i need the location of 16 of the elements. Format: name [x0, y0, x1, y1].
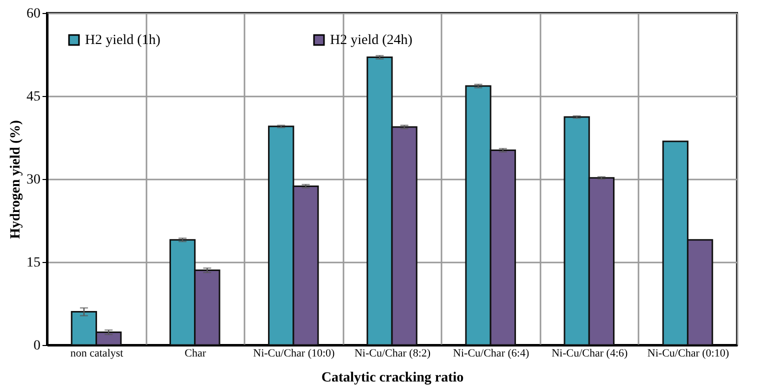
x-tick-label: Ni-Cu/Char (10:0) — [253, 348, 336, 360]
y-tick-label: 0 — [34, 338, 40, 354]
x-axis-title: Catalytic cracking ratio — [321, 370, 464, 386]
x-tick-label: Char — [184, 348, 206, 360]
x-tick-label: Ni-Cu/Char (6:4) — [453, 348, 530, 360]
x-tick-label: Ni-Cu/Char (8:2) — [354, 348, 431, 360]
legend-label: H2 yield (1h) — [85, 33, 161, 48]
x-tick-label: Ni-Cu/Char (4:6) — [552, 348, 628, 360]
y-tick-label: 30 — [26, 172, 40, 188]
x-tick-label: Ni-Cu/Char (0:10) — [647, 348, 730, 360]
x-tick-label: non catalyst — [70, 348, 124, 360]
y-tick-label: 15 — [26, 256, 40, 270]
y-tick-label: 45 — [26, 90, 40, 104]
y-tick-label: 60 — [26, 6, 40, 22]
y-axis-title: Hydrogen yield (%) — [8, 120, 24, 239]
legend-label: H2 yield (24h) — [330, 33, 413, 48]
